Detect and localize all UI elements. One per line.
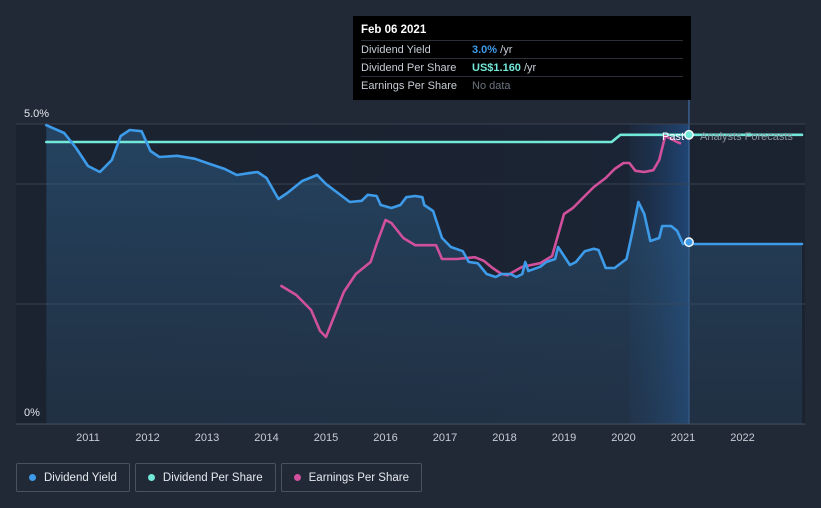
- legend-dot-icon: [293, 474, 301, 481]
- legend-dot-icon: [29, 474, 36, 481]
- value-unit: /yr: [520, 61, 537, 74]
- x-axis-tick-label: 2021: [671, 432, 695, 444]
- dividend-yield-area: [46, 125, 803, 424]
- past-label: Past: [662, 131, 684, 143]
- tooltip-row-value: US$1.160 /yr: [472, 62, 536, 74]
- y-axis-bottom-label: 0%: [24, 407, 40, 419]
- analysts-forecasts-label: Analysts Forecasts: [700, 131, 793, 143]
- legend-toggle-dividend-yield[interactable]: Dividend Yield: [16, 463, 130, 492]
- dividend-per-share-marker: [684, 129, 694, 140]
- x-axis-tick-label: 2020: [611, 432, 635, 444]
- legend-label: Earnings Per Share: [308, 471, 409, 484]
- tooltip-date: Feb 06 2021: [361, 24, 427, 36]
- x-axis-tick-label: 2016: [373, 432, 397, 444]
- x-axis-tick-label: 2022: [730, 432, 754, 444]
- tooltip-row-label: Dividend Per Share: [361, 61, 457, 74]
- tooltip-row-dividend-yield: Dividend Yield 3.0% /yr: [361, 40, 683, 58]
- legend-toggle-dividend-per-share[interactable]: Dividend Per Share: [134, 463, 276, 492]
- chart-legend: Dividend Yield Dividend Per Share Earnin…: [16, 463, 422, 492]
- dividend-yield-value: 3.0%: [472, 43, 498, 56]
- x-axis-ticks: 2011 2012 2013 2014 2015 2016 2017 2018 2019 2020…: [76, 432, 755, 444]
- x-axis-tick-label: 2011: [76, 432, 100, 444]
- x-axis-tick-label: 2012: [135, 432, 159, 444]
- area-layer: [46, 125, 803, 424]
- hover-tooltip: Feb 06 2021 Dividend Yield 3.0% /yr Divi…: [353, 16, 691, 100]
- x-axis-tick-label: 2014: [254, 432, 278, 444]
- dividend-yield-marker: [684, 237, 694, 248]
- x-axis-tick-label: 2018: [492, 432, 516, 444]
- earnings-per-share-line: [280, 134, 682, 339]
- x-axis-tick-label: 2013: [195, 432, 219, 444]
- x-axis-tick-label: 2019: [552, 432, 576, 444]
- x-axis-tick-label: 2017: [433, 432, 457, 444]
- tooltip-row-label: Earnings Per Share: [361, 79, 457, 92]
- legend-label: Dividend Per Share: [162, 471, 263, 484]
- tooltip-row-dividend-per-share: Dividend Per Share US$1.160 /yr: [361, 58, 683, 76]
- legend-label: Dividend Yield: [44, 471, 117, 484]
- earnings-per-share-value: No data: [472, 79, 511, 92]
- value-unit: /yr: [497, 43, 513, 56]
- tooltip-row-value: No data: [472, 80, 511, 92]
- dividend-yield-line: [45, 123, 804, 279]
- dividend-per-share-value: US$1.160: [472, 61, 521, 74]
- y-axis-top-label: 5.0%: [24, 108, 49, 120]
- legend-dot-icon: [147, 474, 155, 481]
- tooltip-row-value: 3.0% /yr: [472, 44, 512, 56]
- marker-layer: [684, 129, 694, 248]
- tooltip-row-earnings-per-share: Earnings Per Share No data: [361, 76, 683, 94]
- tooltip-row-label: Dividend Yield: [361, 43, 431, 56]
- legend-toggle-earnings-per-share[interactable]: Earnings Per Share: [280, 463, 422, 492]
- x-axis-tick-label: 2015: [314, 432, 338, 444]
